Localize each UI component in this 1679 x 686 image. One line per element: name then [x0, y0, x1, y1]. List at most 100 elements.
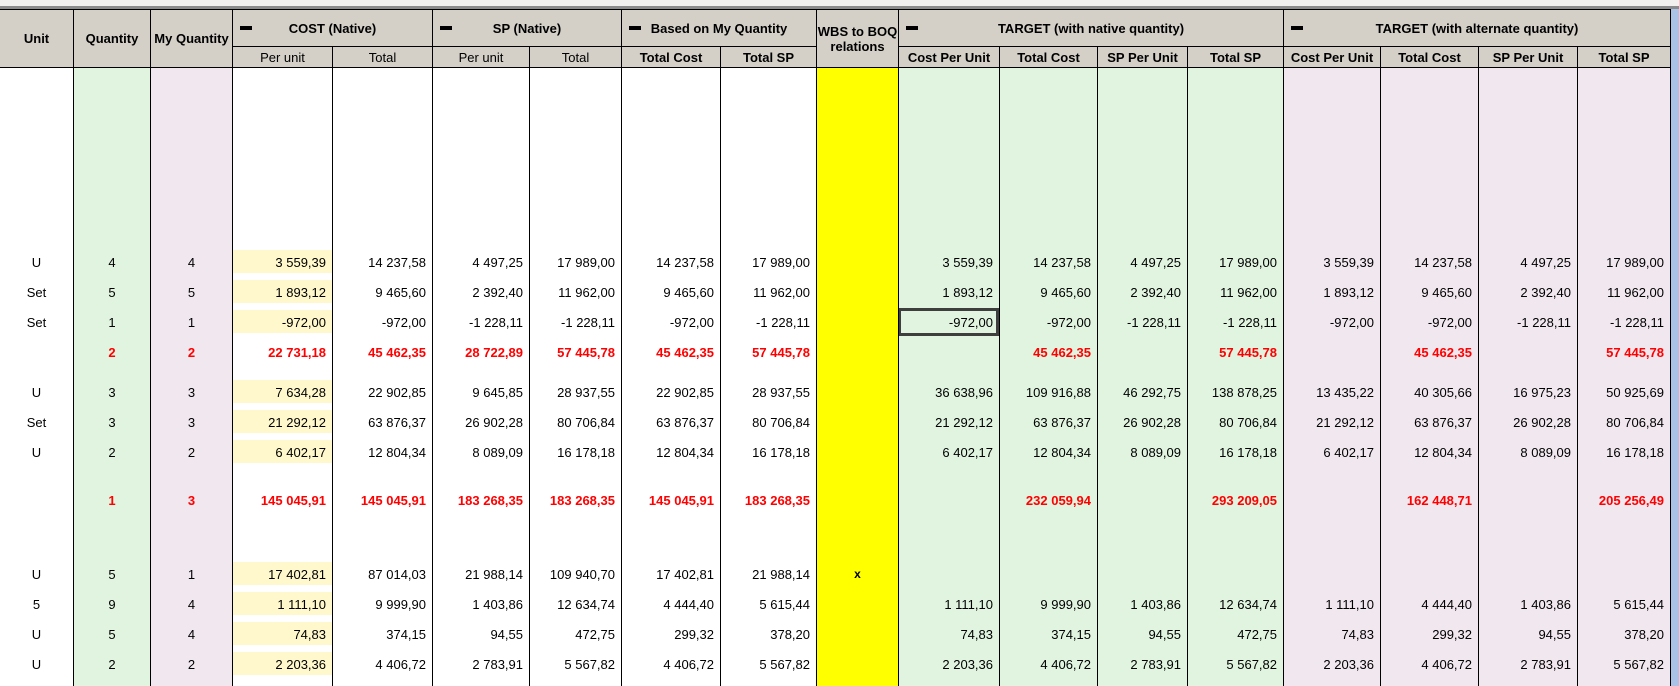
- cell-n-tsp[interactable]: 472,75: [1188, 619, 1284, 649]
- cell-cost-t[interactable]: 14 237,58: [333, 247, 433, 277]
- cell-n-cpu[interactable]: 21 292,12: [899, 407, 1000, 437]
- empty-cell[interactable]: [333, 367, 433, 377]
- cell-a-tsp[interactable]: 80 706,84: [1578, 407, 1671, 437]
- cell-myq[interactable]: 2: [151, 437, 233, 467]
- cell-sp-t[interactable]: 16 178,18: [530, 437, 622, 467]
- cell-n-spu[interactable]: 46 292,75: [1098, 377, 1188, 407]
- empty-cell[interactable]: [151, 367, 233, 377]
- empty-cell[interactable]: [899, 68, 1000, 247]
- cell-unit[interactable]: [0, 485, 74, 515]
- cell-sp-t[interactable]: 5 567,82: [530, 649, 622, 679]
- cell-cost-pu[interactable]: 1 111,10: [233, 589, 333, 619]
- empty-cell[interactable]: [233, 679, 333, 686]
- cell-unit[interactable]: U: [0, 437, 74, 467]
- empty-cell[interactable]: [1098, 515, 1188, 559]
- cell-qty[interactable]: 2: [74, 337, 151, 367]
- cell-unit[interactable]: Set: [0, 277, 74, 307]
- empty-cell[interactable]: [333, 679, 433, 686]
- empty-cell[interactable]: [433, 367, 530, 377]
- collapse-minus-icon[interactable]: [1291, 26, 1303, 30]
- cell-sp-pu[interactable]: 28 722,89: [433, 337, 530, 367]
- cell-sp-t[interactable]: 80 706,84: [530, 407, 622, 437]
- cell-a-tsp[interactable]: [1578, 559, 1671, 589]
- empty-cell[interactable]: [1098, 367, 1188, 377]
- cell-n-tc[interactable]: 374,15: [1000, 619, 1098, 649]
- cell-sp-t[interactable]: 11 962,00: [530, 277, 622, 307]
- cell-myq[interactable]: 2: [151, 337, 233, 367]
- empty-cell[interactable]: [0, 515, 74, 559]
- cell-cost-t[interactable]: -972,00: [333, 307, 433, 337]
- empty-cell[interactable]: [151, 679, 233, 686]
- empty-cell[interactable]: [1479, 367, 1578, 377]
- empty-cell[interactable]: [1188, 467, 1284, 485]
- cell-qty[interactable]: 2: [74, 437, 151, 467]
- cell-a-spu[interactable]: -1 228,11: [1479, 307, 1578, 337]
- cell-cost-t[interactable]: 9 999,90: [333, 589, 433, 619]
- cell-bmq-tsp[interactable]: 21 988,14: [721, 559, 817, 589]
- empty-cell[interactable]: [721, 367, 817, 377]
- cell-bmq-tc[interactable]: 299,32: [622, 619, 721, 649]
- cell-cost-pu[interactable]: 22 731,18: [233, 337, 333, 367]
- empty-cell[interactable]: [721, 679, 817, 686]
- empty-cell[interactable]: [1188, 367, 1284, 377]
- cell-bmq-tsp[interactable]: 378,20: [721, 619, 817, 649]
- cell-bmq-tc[interactable]: 4 444,40: [622, 589, 721, 619]
- empty-cell[interactable]: [1188, 68, 1284, 247]
- empty-cell[interactable]: [721, 467, 817, 485]
- empty-cell[interactable]: [1000, 467, 1098, 485]
- cell-unit[interactable]: [0, 337, 74, 367]
- cell-sp-t[interactable]: 12 634,74: [530, 589, 622, 619]
- empty-cell[interactable]: [817, 367, 899, 377]
- empty-cell[interactable]: [530, 515, 622, 559]
- cell-bmq-tc[interactable]: 22 902,85: [622, 377, 721, 407]
- empty-cell[interactable]: [622, 367, 721, 377]
- empty-cell[interactable]: [1000, 367, 1098, 377]
- cell-sp-pu[interactable]: 183 268,35: [433, 485, 530, 515]
- cell-n-cpu[interactable]: 6 402,17: [899, 437, 1000, 467]
- cell-n-tc[interactable]: 14 237,58: [1000, 247, 1098, 277]
- cell-myq[interactable]: 2: [151, 649, 233, 679]
- empty-cell[interactable]: [817, 68, 899, 247]
- cell-wbs[interactable]: [817, 649, 899, 679]
- cell-n-tsp[interactable]: 17 989,00: [1188, 247, 1284, 277]
- cell-n-spu[interactable]: [1098, 559, 1188, 589]
- cell-n-tsp[interactable]: 11 962,00: [1188, 277, 1284, 307]
- cell-wbs[interactable]: x: [817, 559, 899, 589]
- empty-cell[interactable]: [530, 68, 622, 247]
- empty-cell[interactable]: [151, 68, 233, 247]
- empty-cell[interactable]: [0, 467, 74, 485]
- cell-cost-t[interactable]: 12 804,34: [333, 437, 433, 467]
- cell-a-cpu[interactable]: 13 435,22: [1284, 377, 1381, 407]
- cell-cost-pu[interactable]: 21 292,12: [233, 407, 333, 437]
- cell-qty[interactable]: 5: [74, 619, 151, 649]
- cell-n-tc[interactable]: [1000, 559, 1098, 589]
- empty-cell[interactable]: [1578, 367, 1671, 377]
- cell-bmq-tc[interactable]: -972,00: [622, 307, 721, 337]
- empty-cell[interactable]: [622, 467, 721, 485]
- empty-cell[interactable]: [530, 467, 622, 485]
- cell-a-spu[interactable]: [1479, 337, 1578, 367]
- empty-cell[interactable]: [0, 679, 74, 686]
- cell-n-tsp[interactable]: 5 567,82: [1188, 649, 1284, 679]
- cell-unit[interactable]: 5: [0, 589, 74, 619]
- cell-a-cpu[interactable]: 21 292,12: [1284, 407, 1381, 437]
- cell-a-spu[interactable]: 16 975,23: [1479, 377, 1578, 407]
- cell-unit[interactable]: U: [0, 649, 74, 679]
- cell-n-tsp[interactable]: 293 209,05: [1188, 485, 1284, 515]
- empty-cell[interactable]: [233, 68, 333, 247]
- cell-n-cpu[interactable]: 2 203,36: [899, 649, 1000, 679]
- cell-a-cpu[interactable]: 1 893,12: [1284, 277, 1381, 307]
- cell-a-tc[interactable]: 12 804,34: [1381, 437, 1479, 467]
- empty-cell[interactable]: [1284, 515, 1381, 559]
- empty-cell[interactable]: [1381, 68, 1479, 247]
- empty-cell[interactable]: [899, 515, 1000, 559]
- cell-qty[interactable]: 1: [74, 485, 151, 515]
- empty-cell[interactable]: [1188, 515, 1284, 559]
- cell-a-cpu[interactable]: 2 203,36: [1284, 649, 1381, 679]
- empty-cell[interactable]: [1578, 68, 1671, 247]
- cell-a-cpu[interactable]: 3 559,39: [1284, 247, 1381, 277]
- cell-sp-pu[interactable]: 21 988,14: [433, 559, 530, 589]
- cell-cost-t[interactable]: 145 045,91: [333, 485, 433, 515]
- cell-n-spu[interactable]: 1 403,86: [1098, 589, 1188, 619]
- empty-cell[interactable]: [1000, 68, 1098, 247]
